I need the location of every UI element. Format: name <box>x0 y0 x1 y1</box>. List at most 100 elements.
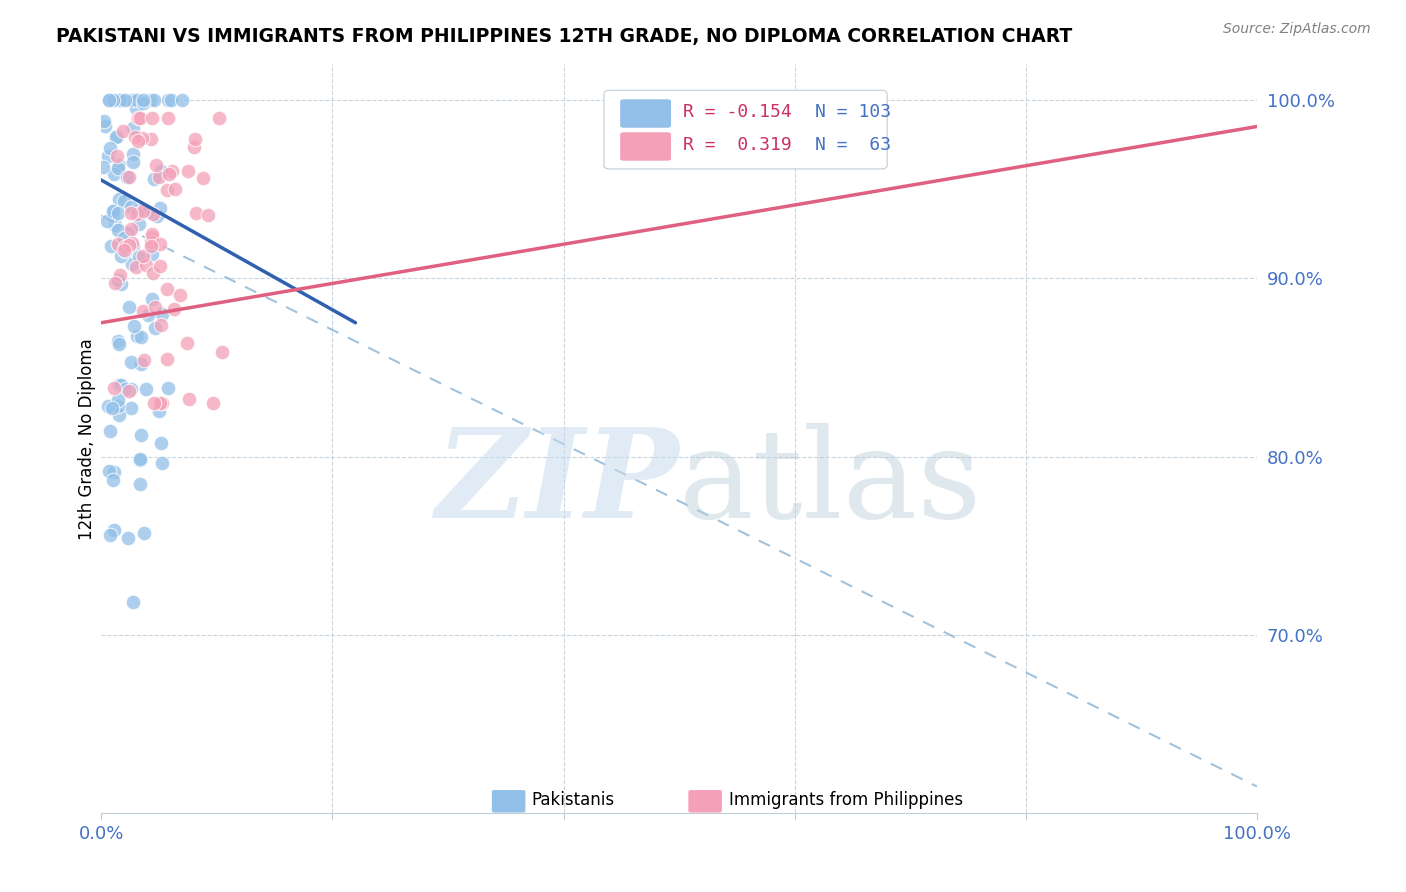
Point <box>124 93 146 107</box>
Y-axis label: 12th Grade, No Diploma: 12th Grade, No Diploma <box>79 338 96 540</box>
Point <box>122 147 145 161</box>
Text: R =  0.319: R = 0.319 <box>682 136 792 154</box>
Point <box>139 132 162 146</box>
Point <box>97 399 120 413</box>
Point <box>150 307 173 321</box>
Point <box>141 239 163 253</box>
Point <box>132 304 155 318</box>
Point <box>91 160 114 174</box>
Point <box>122 319 145 334</box>
Point <box>124 130 146 145</box>
Point <box>93 120 115 134</box>
Point <box>122 239 145 253</box>
Point <box>132 526 155 541</box>
Point <box>97 93 120 107</box>
FancyBboxPatch shape <box>492 790 526 813</box>
Point <box>107 273 129 287</box>
Point <box>93 113 115 128</box>
Point <box>156 381 179 395</box>
Point <box>115 170 138 185</box>
Point <box>107 400 129 414</box>
Point <box>112 243 135 257</box>
Point <box>103 167 125 181</box>
Point <box>121 235 143 250</box>
Point <box>117 169 139 184</box>
Point <box>149 259 172 273</box>
Point <box>122 594 145 608</box>
Point <box>107 223 129 237</box>
Point <box>101 204 124 219</box>
Point <box>128 202 150 217</box>
Point <box>136 308 159 322</box>
Point <box>135 258 157 272</box>
Point <box>163 181 186 195</box>
Point <box>103 465 125 479</box>
Point <box>108 93 131 107</box>
Point <box>120 382 142 396</box>
Point <box>127 134 149 148</box>
Point <box>128 452 150 467</box>
Point <box>125 328 148 343</box>
Point <box>142 172 165 186</box>
Point <box>139 235 162 250</box>
Point <box>117 226 139 240</box>
Point <box>103 381 125 395</box>
Point <box>128 217 150 231</box>
Point <box>108 192 131 206</box>
Point <box>148 404 170 418</box>
FancyBboxPatch shape <box>689 790 721 813</box>
Point <box>139 93 162 107</box>
Point <box>136 205 159 219</box>
Point <box>122 155 145 169</box>
Point <box>120 222 142 236</box>
Point <box>107 129 129 144</box>
Point <box>135 382 157 396</box>
Point <box>129 330 152 344</box>
Point <box>97 464 120 478</box>
Point <box>149 237 172 252</box>
Point <box>131 130 153 145</box>
Point <box>107 334 129 348</box>
Point <box>98 141 121 155</box>
Point <box>107 205 129 219</box>
Text: N = 103: N = 103 <box>815 103 891 121</box>
FancyBboxPatch shape <box>620 99 671 128</box>
Point <box>112 194 135 209</box>
Point <box>146 209 169 223</box>
Point <box>107 161 129 175</box>
Point <box>112 231 135 245</box>
Point <box>108 93 131 107</box>
Point <box>201 396 224 410</box>
Point <box>156 282 179 296</box>
Point <box>163 301 186 316</box>
Point <box>141 247 163 261</box>
Text: Pakistanis: Pakistanis <box>531 791 614 809</box>
Point <box>97 149 120 163</box>
Point <box>211 345 233 359</box>
Point <box>111 124 134 138</box>
Point <box>142 266 165 280</box>
Point <box>97 93 120 107</box>
Point <box>169 287 191 301</box>
Text: Immigrants from Philippines: Immigrants from Philippines <box>728 791 963 809</box>
Point <box>149 318 172 332</box>
Text: PAKISTANI VS IMMIGRANTS FROM PHILIPPINES 12TH GRADE, NO DIPLOMA CORRELATION CHAR: PAKISTANI VS IMMIGRANTS FROM PHILIPPINES… <box>56 27 1073 45</box>
Point <box>141 111 163 125</box>
Point <box>117 531 139 545</box>
Text: R = -0.154: R = -0.154 <box>682 103 792 121</box>
Point <box>103 218 125 232</box>
Point <box>145 157 167 171</box>
Point <box>177 392 200 406</box>
Point <box>120 355 142 369</box>
Point <box>118 237 141 252</box>
Point <box>103 523 125 537</box>
Point <box>127 111 149 125</box>
Point <box>114 382 136 396</box>
Point <box>121 257 143 271</box>
Point <box>118 300 141 314</box>
Point <box>143 396 166 410</box>
Point <box>143 93 166 107</box>
Point <box>156 184 179 198</box>
Point <box>124 260 146 275</box>
Point <box>157 111 180 125</box>
